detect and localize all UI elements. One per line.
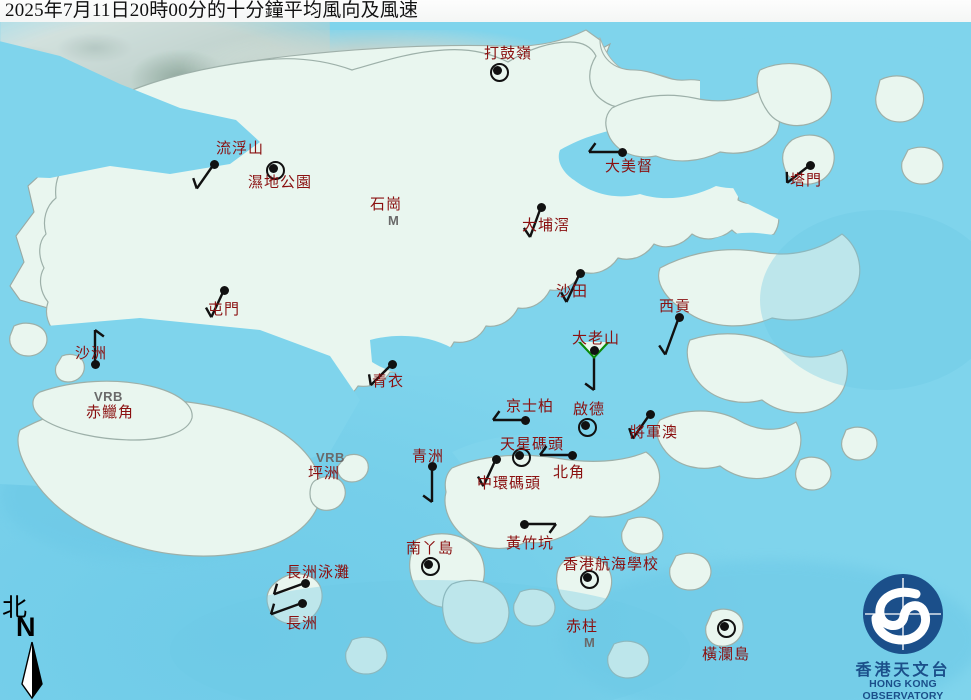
station-label: 屯門 xyxy=(208,302,241,318)
station-label: 赤鱲角 xyxy=(86,405,135,421)
station-dot xyxy=(423,559,433,569)
station-label: 打鼓嶺 xyxy=(484,46,533,62)
title-bar xyxy=(0,0,971,22)
station-dot xyxy=(268,163,278,173)
station-label: 沙田 xyxy=(556,284,589,300)
station-dot xyxy=(617,147,627,157)
station-label: 流浮山 xyxy=(216,141,265,157)
station-dot xyxy=(492,65,502,75)
station-dot xyxy=(536,202,546,212)
station-label: 香港航海學校 xyxy=(563,557,660,573)
north-needle-icon xyxy=(21,641,43,700)
north-label-en: N xyxy=(16,612,36,642)
hko-logo: 香港天文台 HONG KONG OBSERVATORY xyxy=(838,572,968,700)
station-label: 西貢 xyxy=(659,299,692,315)
station-dot xyxy=(719,621,729,631)
station-label: 濕地公園 xyxy=(248,175,313,191)
station-label: 塔門 xyxy=(790,173,823,189)
station-label: 青衣 xyxy=(372,374,405,390)
station-dot xyxy=(209,159,219,169)
station-label: 北角 xyxy=(553,465,586,481)
station-label: 啟德 xyxy=(573,402,606,418)
station-label: 大美督 xyxy=(605,159,654,175)
variable-wind-code: VRB xyxy=(94,389,123,404)
north-arrow: 北 N xyxy=(2,588,62,700)
station-dot xyxy=(567,450,577,460)
station-dot xyxy=(519,519,529,529)
wind-barb-icon xyxy=(272,581,306,596)
station-label: 大埔滘 xyxy=(522,218,571,234)
station-label: 青洲 xyxy=(412,449,445,465)
wind-barb-icon xyxy=(269,601,303,616)
station-label: 中環碼頭 xyxy=(477,476,542,492)
maintenance-code: M xyxy=(584,635,596,650)
station-dot xyxy=(582,572,592,582)
wind-barb-icon xyxy=(539,445,572,457)
wind-barb-icon xyxy=(524,522,557,534)
wind-barb-icon xyxy=(560,272,582,303)
wind-barb-icon xyxy=(422,466,434,503)
station-dot xyxy=(589,345,599,355)
station-label: 南丫島 xyxy=(406,541,455,557)
station-label: 長洲泳灘 xyxy=(286,565,351,581)
wind-barb-icon xyxy=(93,329,105,364)
station-label: 赤柱 xyxy=(566,619,599,635)
station-label: 橫瀾島 xyxy=(702,647,751,663)
station-dot xyxy=(300,578,310,588)
wind-barb-icon xyxy=(204,289,226,318)
station-label: 石崗 xyxy=(370,197,403,213)
hko-name-zh: 香港天文台 xyxy=(855,662,951,679)
station-dot xyxy=(90,359,100,369)
wind-barb-icon xyxy=(476,458,498,487)
hko-name-en: HONG KONG OBSERVATORY xyxy=(862,678,944,700)
station-dot xyxy=(297,598,307,608)
wind-barb-icon xyxy=(658,316,681,356)
station-label: 京士柏 xyxy=(506,399,555,415)
station-label: 將軍澳 xyxy=(630,425,679,441)
station-label: 沙洲 xyxy=(75,346,108,362)
variable-wind-code: VRB xyxy=(316,450,345,465)
wind-barb-icon xyxy=(588,142,622,154)
station-dot xyxy=(575,268,585,278)
station-label: 黃竹坑 xyxy=(506,536,555,552)
station-label: 長洲 xyxy=(286,616,319,632)
station-dot xyxy=(514,450,524,460)
station-label: 大老山 xyxy=(572,331,621,347)
station-label: 坪洲 xyxy=(308,466,341,482)
station-dot xyxy=(674,312,684,322)
station-dot xyxy=(580,420,590,430)
station-dot xyxy=(427,461,437,471)
station-dot xyxy=(805,160,815,170)
maintenance-code: M xyxy=(388,213,400,228)
station-dot xyxy=(520,415,530,425)
hko-emblem-icon xyxy=(863,574,943,654)
wind-barb-icon xyxy=(492,410,525,422)
page-title: 2025年7月11日20時00分的十分鐘平均風向及風速 xyxy=(5,0,419,21)
station-dot xyxy=(219,285,229,295)
station-label: 天星碼頭 xyxy=(500,437,565,453)
station-dot xyxy=(491,454,501,464)
station-dot xyxy=(387,359,397,369)
station-dot xyxy=(645,409,655,419)
north-label-zh: 北 xyxy=(2,595,28,622)
wind-barb-icon xyxy=(522,206,543,238)
